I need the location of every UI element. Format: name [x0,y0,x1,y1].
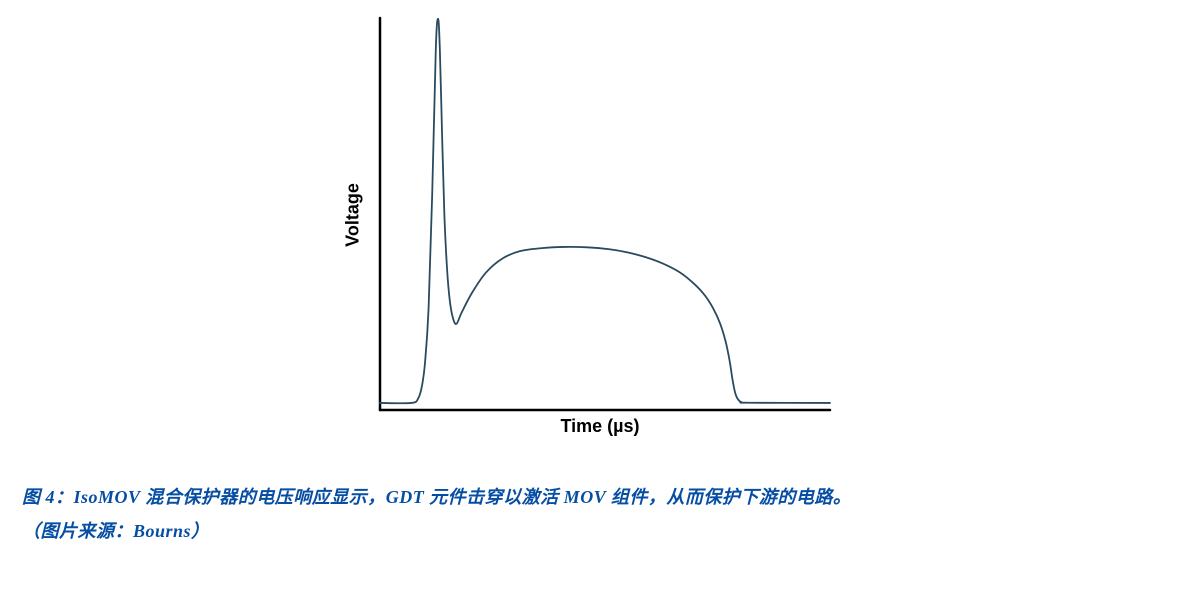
chart-container: Voltage Time (µs) [0,0,1178,460]
caption-line-1: 图 4：IsoMOV 混合保护器的电压响应显示，GDT 元件击穿以激活 MOV … [22,480,1158,514]
y-axis-label: Voltage [343,183,364,247]
x-axis-label: Time (µs) [560,416,639,437]
caption-line-2: （图片来源：Bourns） [22,514,1158,548]
figure-caption: 图 4：IsoMOV 混合保护器的电压响应显示，GDT 元件击穿以激活 MOV … [22,480,1158,548]
page-root: Voltage Time (µs) 图 4：IsoMOV 混合保护器的电压响应显… [0,0,1178,596]
voltage-chart [0,0,1178,460]
